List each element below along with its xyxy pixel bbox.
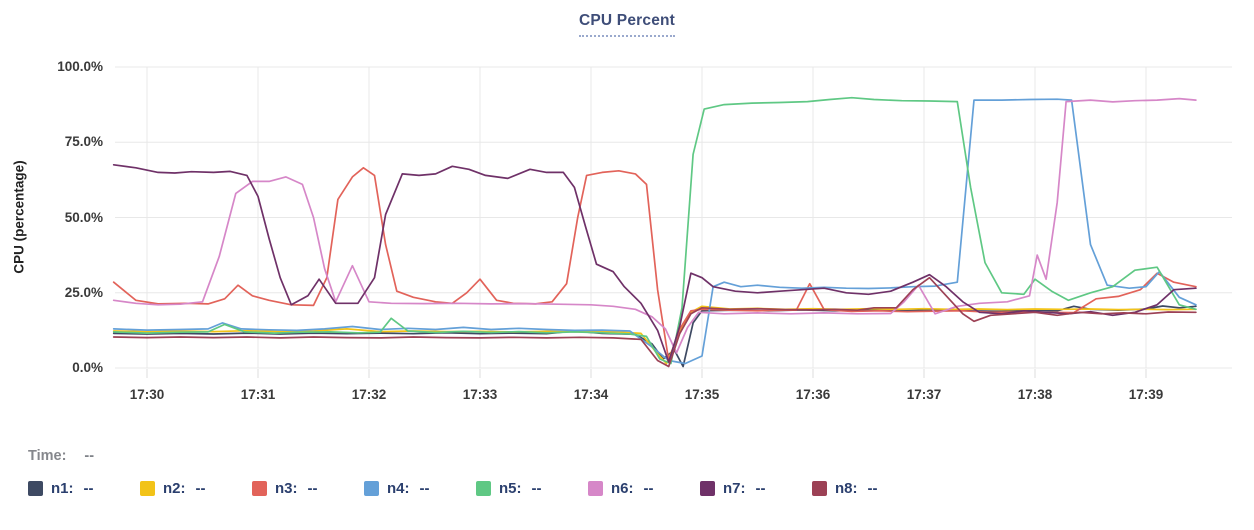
x-tick-label: 17:32 [351,387,387,402]
legend-label: n2: [163,480,186,497]
legend-value: -- [755,480,766,497]
series-line-n7[interactable] [112,163,1197,363]
x-tick-label: 17:38 [1017,387,1053,402]
chart-plot-area[interactable] [0,0,1254,430]
time-readout-value: -- [84,448,95,464]
legend-label: n7: [723,480,746,497]
time-readout-label: Time: [28,448,67,464]
x-tick-label: 17:30 [129,387,165,402]
legend-swatch-n3 [252,481,267,496]
legend-label: n3: [275,480,298,497]
series-line-n6[interactable] [112,97,1197,354]
x-tick-label: 17:35 [684,387,720,402]
legend-label: n1: [51,480,74,497]
series-line-n4[interactable] [112,98,1197,365]
x-tick-label: 17:36 [795,387,831,402]
legend-value: -- [867,480,878,497]
legend-label: n4: [387,480,410,497]
x-tick-label: 17:39 [1128,387,1164,402]
y-tick-label: 75.0% [64,134,103,150]
legend-item-n8[interactable]: n8: -- [812,480,924,497]
legend-swatch-n2 [140,481,155,496]
x-tick-label: 17:34 [573,387,609,402]
legend-value: -- [195,480,206,497]
x-tick-label: 17:37 [906,387,942,402]
x-tick-label: 17:31 [240,387,276,402]
legend-value: -- [531,480,542,497]
chart-legend: n1: -- n2: -- n3: -- n4: -- n5: -- n6: -- n7: -- n8: -- [28,480,924,497]
y-tick-label: 100.0% [57,59,103,74]
legend-value: -- [307,480,318,497]
legend-item-n3[interactable]: n3: -- [252,480,364,497]
legend-swatch-n8 [812,481,827,496]
series-line-n3[interactable] [112,166,1197,362]
legend-label: n8: [835,480,858,497]
legend-swatch-n7 [700,481,715,496]
series-line-n2[interactable] [112,305,1197,365]
legend-item-n7[interactable]: n7: -- [700,480,812,497]
legend-label: n5: [499,480,522,497]
legend-item-n1[interactable]: n1: -- [28,480,140,497]
legend-swatch-n6 [588,481,603,496]
legend-label: n6: [611,480,634,497]
x-tick-label: 17:33 [462,387,498,402]
legend-value: -- [643,480,654,497]
series-line-n8[interactable] [112,276,1197,368]
legend-value: -- [419,480,430,497]
time-readout-row: Time: -- [28,448,94,464]
legend-item-n2[interactable]: n2: -- [140,480,252,497]
legend-item-n5[interactable]: n5: -- [476,480,588,497]
legend-value: -- [83,480,94,497]
legend-item-n6[interactable]: n6: -- [588,480,700,497]
chart-title[interactable]: CPU Percent [578,12,676,37]
legend-swatch-n4 [364,481,379,496]
y-tick-label: 25.0% [64,284,103,300]
chart-header: CPU Percent [0,12,1254,37]
series-line-n5[interactable] [112,96,1197,365]
legend-swatch-n1 [28,481,43,496]
y-tick-label: 0.0% [72,360,103,375]
y-axis-title: CPU (percentage) [11,160,27,274]
legend-item-n4[interactable]: n4: -- [364,480,476,497]
y-tick-label: 50.0% [64,209,103,225]
legend-swatch-n5 [476,481,491,496]
